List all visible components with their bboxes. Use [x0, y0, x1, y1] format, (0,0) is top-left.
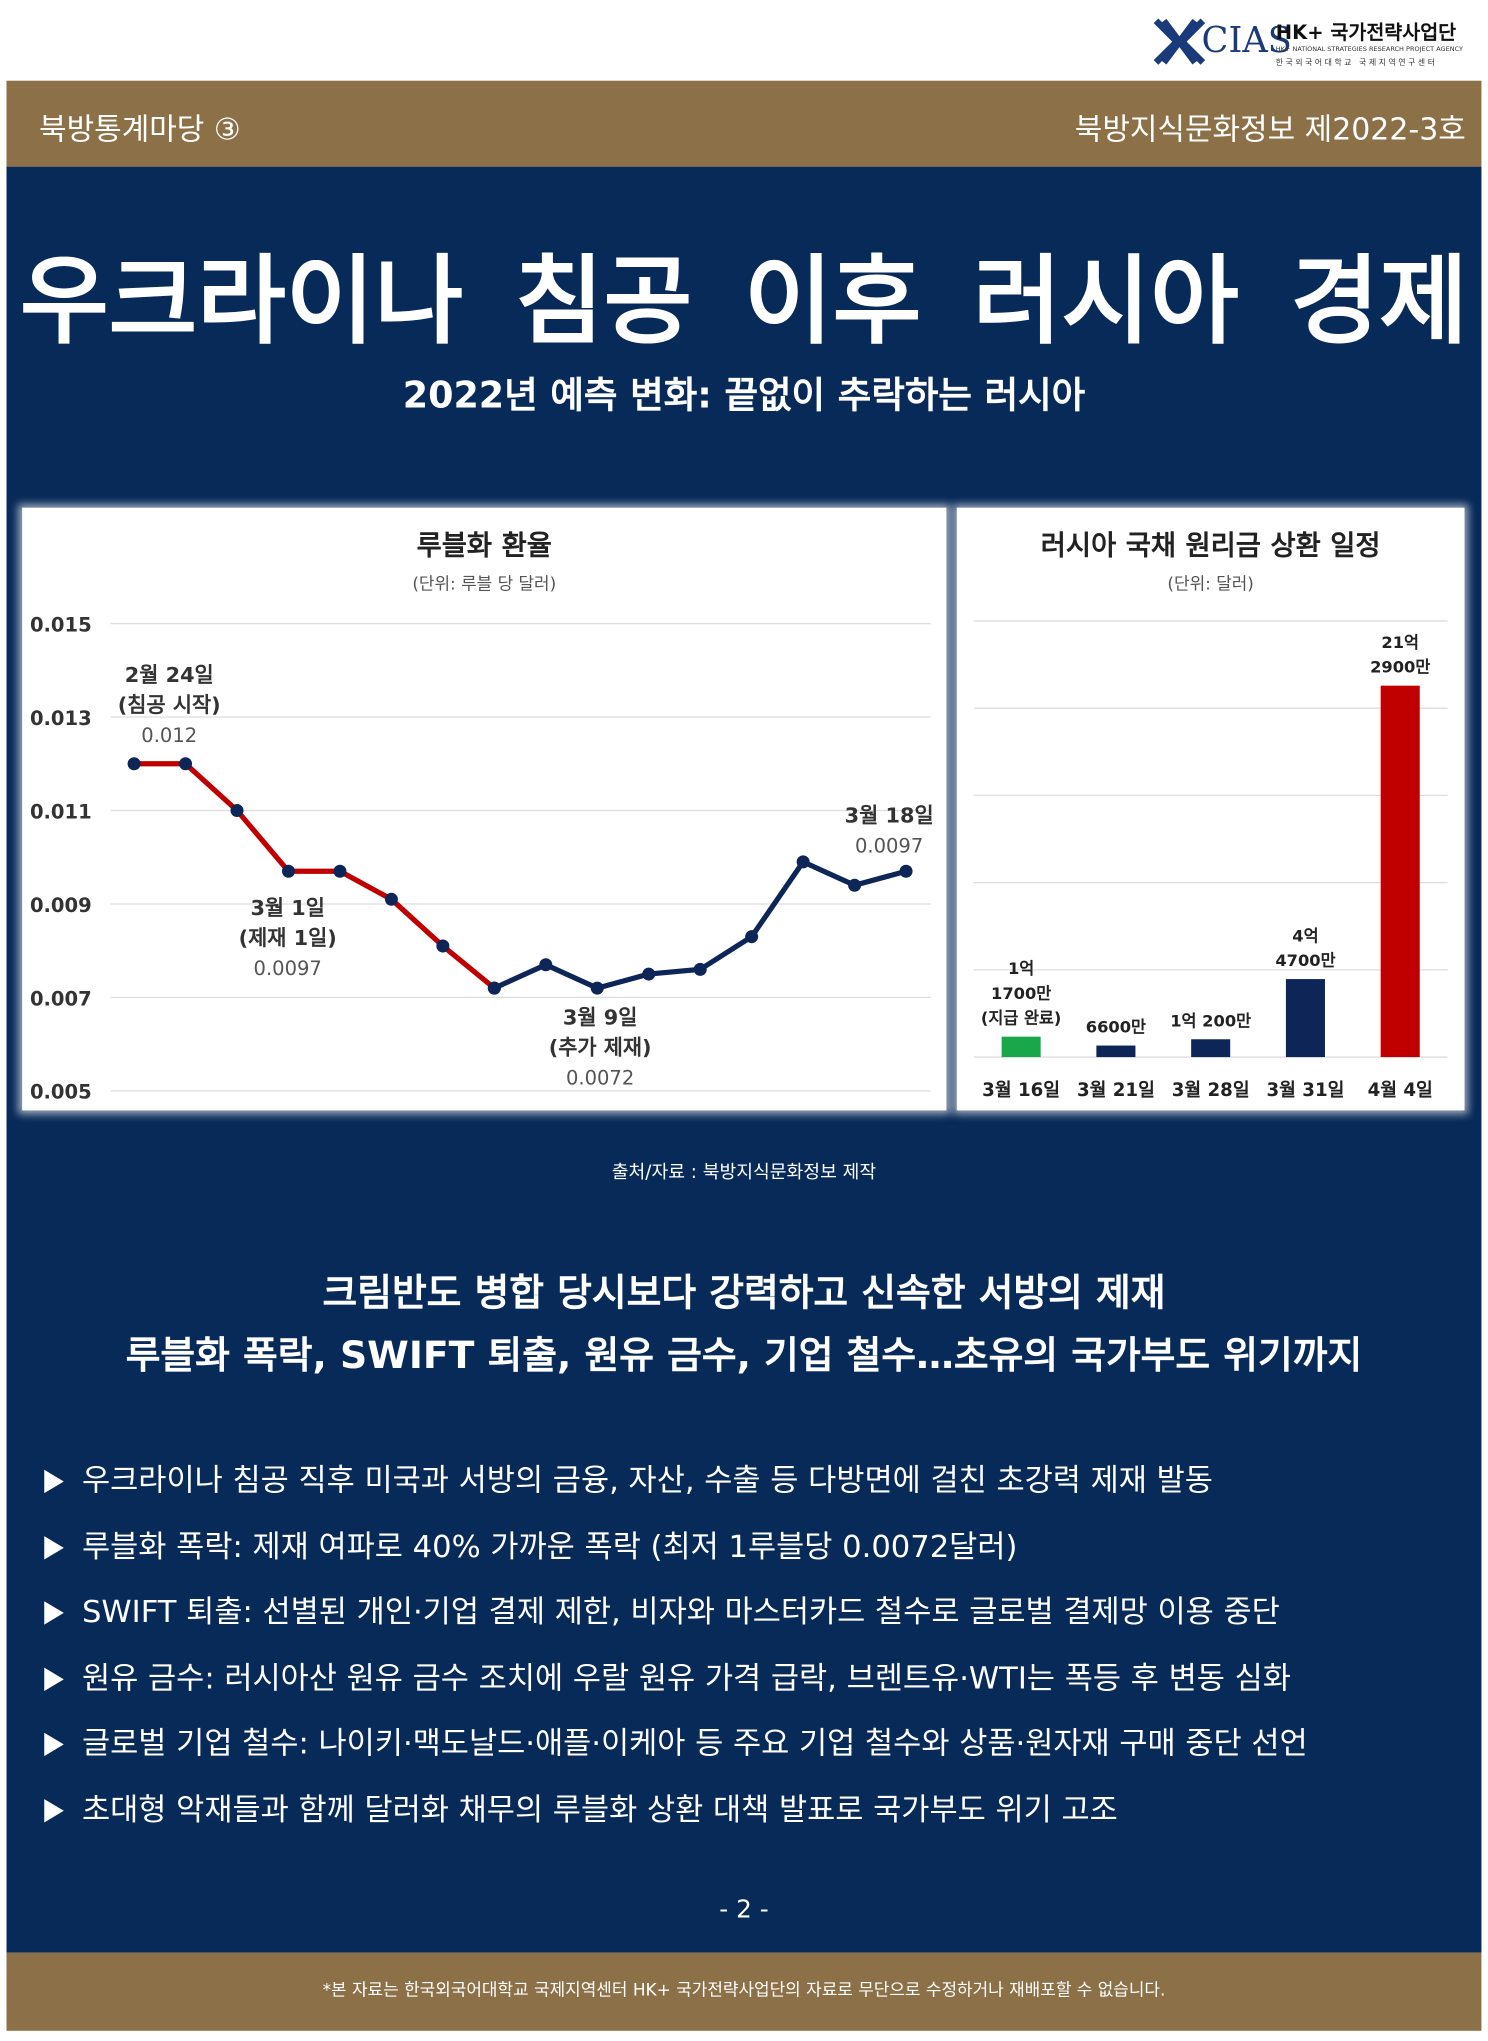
- bullet: 루블화 폭락: 제재 여파로 40% 가까운 폭락 (최저 1루블당 0.007…: [44, 1521, 1017, 1565]
- panel: [22, 507, 947, 1111]
- bullet: 초대형 악재들과 함께 달러화 채무의 루블화 상환 대책 발표로 국가부도 위…: [44, 1784, 1118, 1828]
- marker: [590, 981, 604, 995]
- series-label: 북방통계마당 ③: [39, 113, 241, 148]
- value-label: 2900만: [1370, 658, 1430, 677]
- panel: [956, 507, 1465, 1111]
- org-name: HK+ 국가전략사업단: [1275, 20, 1457, 45]
- value-label: 1억: [1008, 959, 1034, 978]
- headline: 크림반도 병합 당시보다 강력하고 신속한 서방의 제재: [322, 1270, 1166, 1315]
- chart-subtitle: (단위: 달러): [1167, 574, 1253, 594]
- bar: [1001, 1036, 1041, 1058]
- marker: [333, 864, 347, 878]
- annotation: (추가 제재): [549, 1035, 652, 1059]
- annotation-value: 0.0072: [566, 1066, 634, 1089]
- x-tick-label: 3월 28일: [1172, 1080, 1250, 1101]
- x-tick-label: 3월 16일: [982, 1080, 1060, 1101]
- marker: [230, 803, 244, 818]
- annotation: 3월 1일: [250, 896, 325, 920]
- logo-icon: [1153, 18, 1206, 65]
- annotation-value: 0.0097: [254, 957, 322, 980]
- org-en: HK+ NATIONAL STRATEGIES RESEARCH PROJECT…: [1275, 45, 1463, 54]
- value-label: 21억: [1381, 633, 1419, 652]
- value-label: 1억 200만: [1170, 1011, 1251, 1030]
- x-tick-label: 3월 21일: [1077, 1080, 1155, 1101]
- charts: 루블화 환율 (단위: 루블 당 달러) 0.005 0.007 0.009 0.011 0…: [30, 531, 1448, 1104]
- value-label: 4억: [1292, 926, 1318, 945]
- marker: [384, 892, 398, 906]
- x-tick-label: 4월 4일: [1368, 1080, 1433, 1101]
- annotation: 2월 24일: [125, 663, 214, 687]
- bullet: SWIFT 퇴출: 선별된 개인·기업 결제 제한, 비자와 마스터카드 철수로…: [44, 1587, 1280, 1631]
- bullet: 원유 금수: 러시아산 원유 금수 조치에 우랄 원유 가격 급락, 브렌트유·…: [44, 1653, 1291, 1697]
- y-tick-label: 0.007: [30, 987, 92, 1010]
- value-label: (지급 완료): [981, 1009, 1061, 1028]
- headline: 루블화 폭락, SWIFT 퇴출, 원유 금수, 기업 철수…초유의 국가부도 …: [125, 1333, 1363, 1378]
- y-tick-label: 0.013: [30, 707, 92, 730]
- issue: 북방지식문화정보 제2022-3호: [1074, 113, 1466, 148]
- marker: [642, 967, 656, 981]
- org-ko: 한국외국어대학교 국제지역연구센터: [1275, 58, 1438, 68]
- subtitle: 2022년 예측 변화: 끝없이 추락하는 러시아: [402, 373, 1086, 417]
- marker: [848, 878, 862, 892]
- chart-title: 러시아 국채 원리금 상환 일정: [1041, 531, 1381, 562]
- marker: [436, 939, 450, 953]
- y-tick-label: 0.005: [30, 1081, 92, 1104]
- source: 출처/자료 : 북방지식문화정보 제작: [611, 1162, 877, 1184]
- chart-title: 루블화 환율: [417, 531, 552, 562]
- footer: *본 자료는 한국외국어대학교 국제지역센터 HK+ 국가전략사업단의 자료로 …: [6, 1952, 1482, 2031]
- marker: [539, 958, 553, 972]
- marker: [796, 855, 810, 869]
- marker: [487, 981, 501, 995]
- marker: [179, 757, 193, 771]
- marker: [745, 930, 759, 944]
- bar: [1285, 979, 1325, 1058]
- annotation: 3월 9일: [563, 1006, 638, 1030]
- bar: [1096, 1045, 1136, 1058]
- marker: [899, 864, 913, 878]
- annotation: (제재 1일): [239, 926, 337, 950]
- marker: [127, 757, 141, 771]
- logo: [1153, 18, 1206, 70]
- x-tick-label: 3월 31일: [1266, 1080, 1344, 1101]
- chart-subtitle: (단위: 루블 당 달러): [412, 574, 556, 594]
- line: [134, 761, 496, 991]
- y-tick-label: 0.011: [30, 800, 92, 823]
- page-number: - 2 -: [719, 1895, 769, 1925]
- bar: [1380, 685, 1420, 1058]
- annotation-value: 0.012: [141, 724, 197, 747]
- marker: [281, 864, 295, 878]
- bullet: 우크라이나 침공 직후 미국과 서방의 금융, 자산, 수출 등 다방면에 걸친…: [44, 1455, 1213, 1499]
- logo-text: CIAS: [1201, 20, 1292, 62]
- bullet: 글로벌 기업 철수: 나이키·맥도날드·애플·이케아 등 주요 기업 철수와 상…: [44, 1718, 1308, 1762]
- marker: [693, 962, 707, 976]
- y-tick-label: 0.015: [30, 613, 92, 636]
- value-label: 6600만: [1086, 1018, 1146, 1037]
- header-bar: 북방통계마당 ③ 북방지식문화정보 제2022-3호: [6, 80, 1482, 167]
- value-label: 4700만: [1275, 951, 1335, 970]
- y-tick-label: 0.009: [30, 894, 92, 917]
- value-label: 1700만: [991, 984, 1051, 1003]
- annotation: (침공 시작): [118, 693, 221, 717]
- annotation-value: 0.0097: [855, 835, 923, 858]
- title: 우크라이나 침공 이후 러시아 경제: [20, 246, 1468, 358]
- bar: [1191, 1039, 1231, 1058]
- annotation: 3월 18일: [845, 804, 934, 828]
